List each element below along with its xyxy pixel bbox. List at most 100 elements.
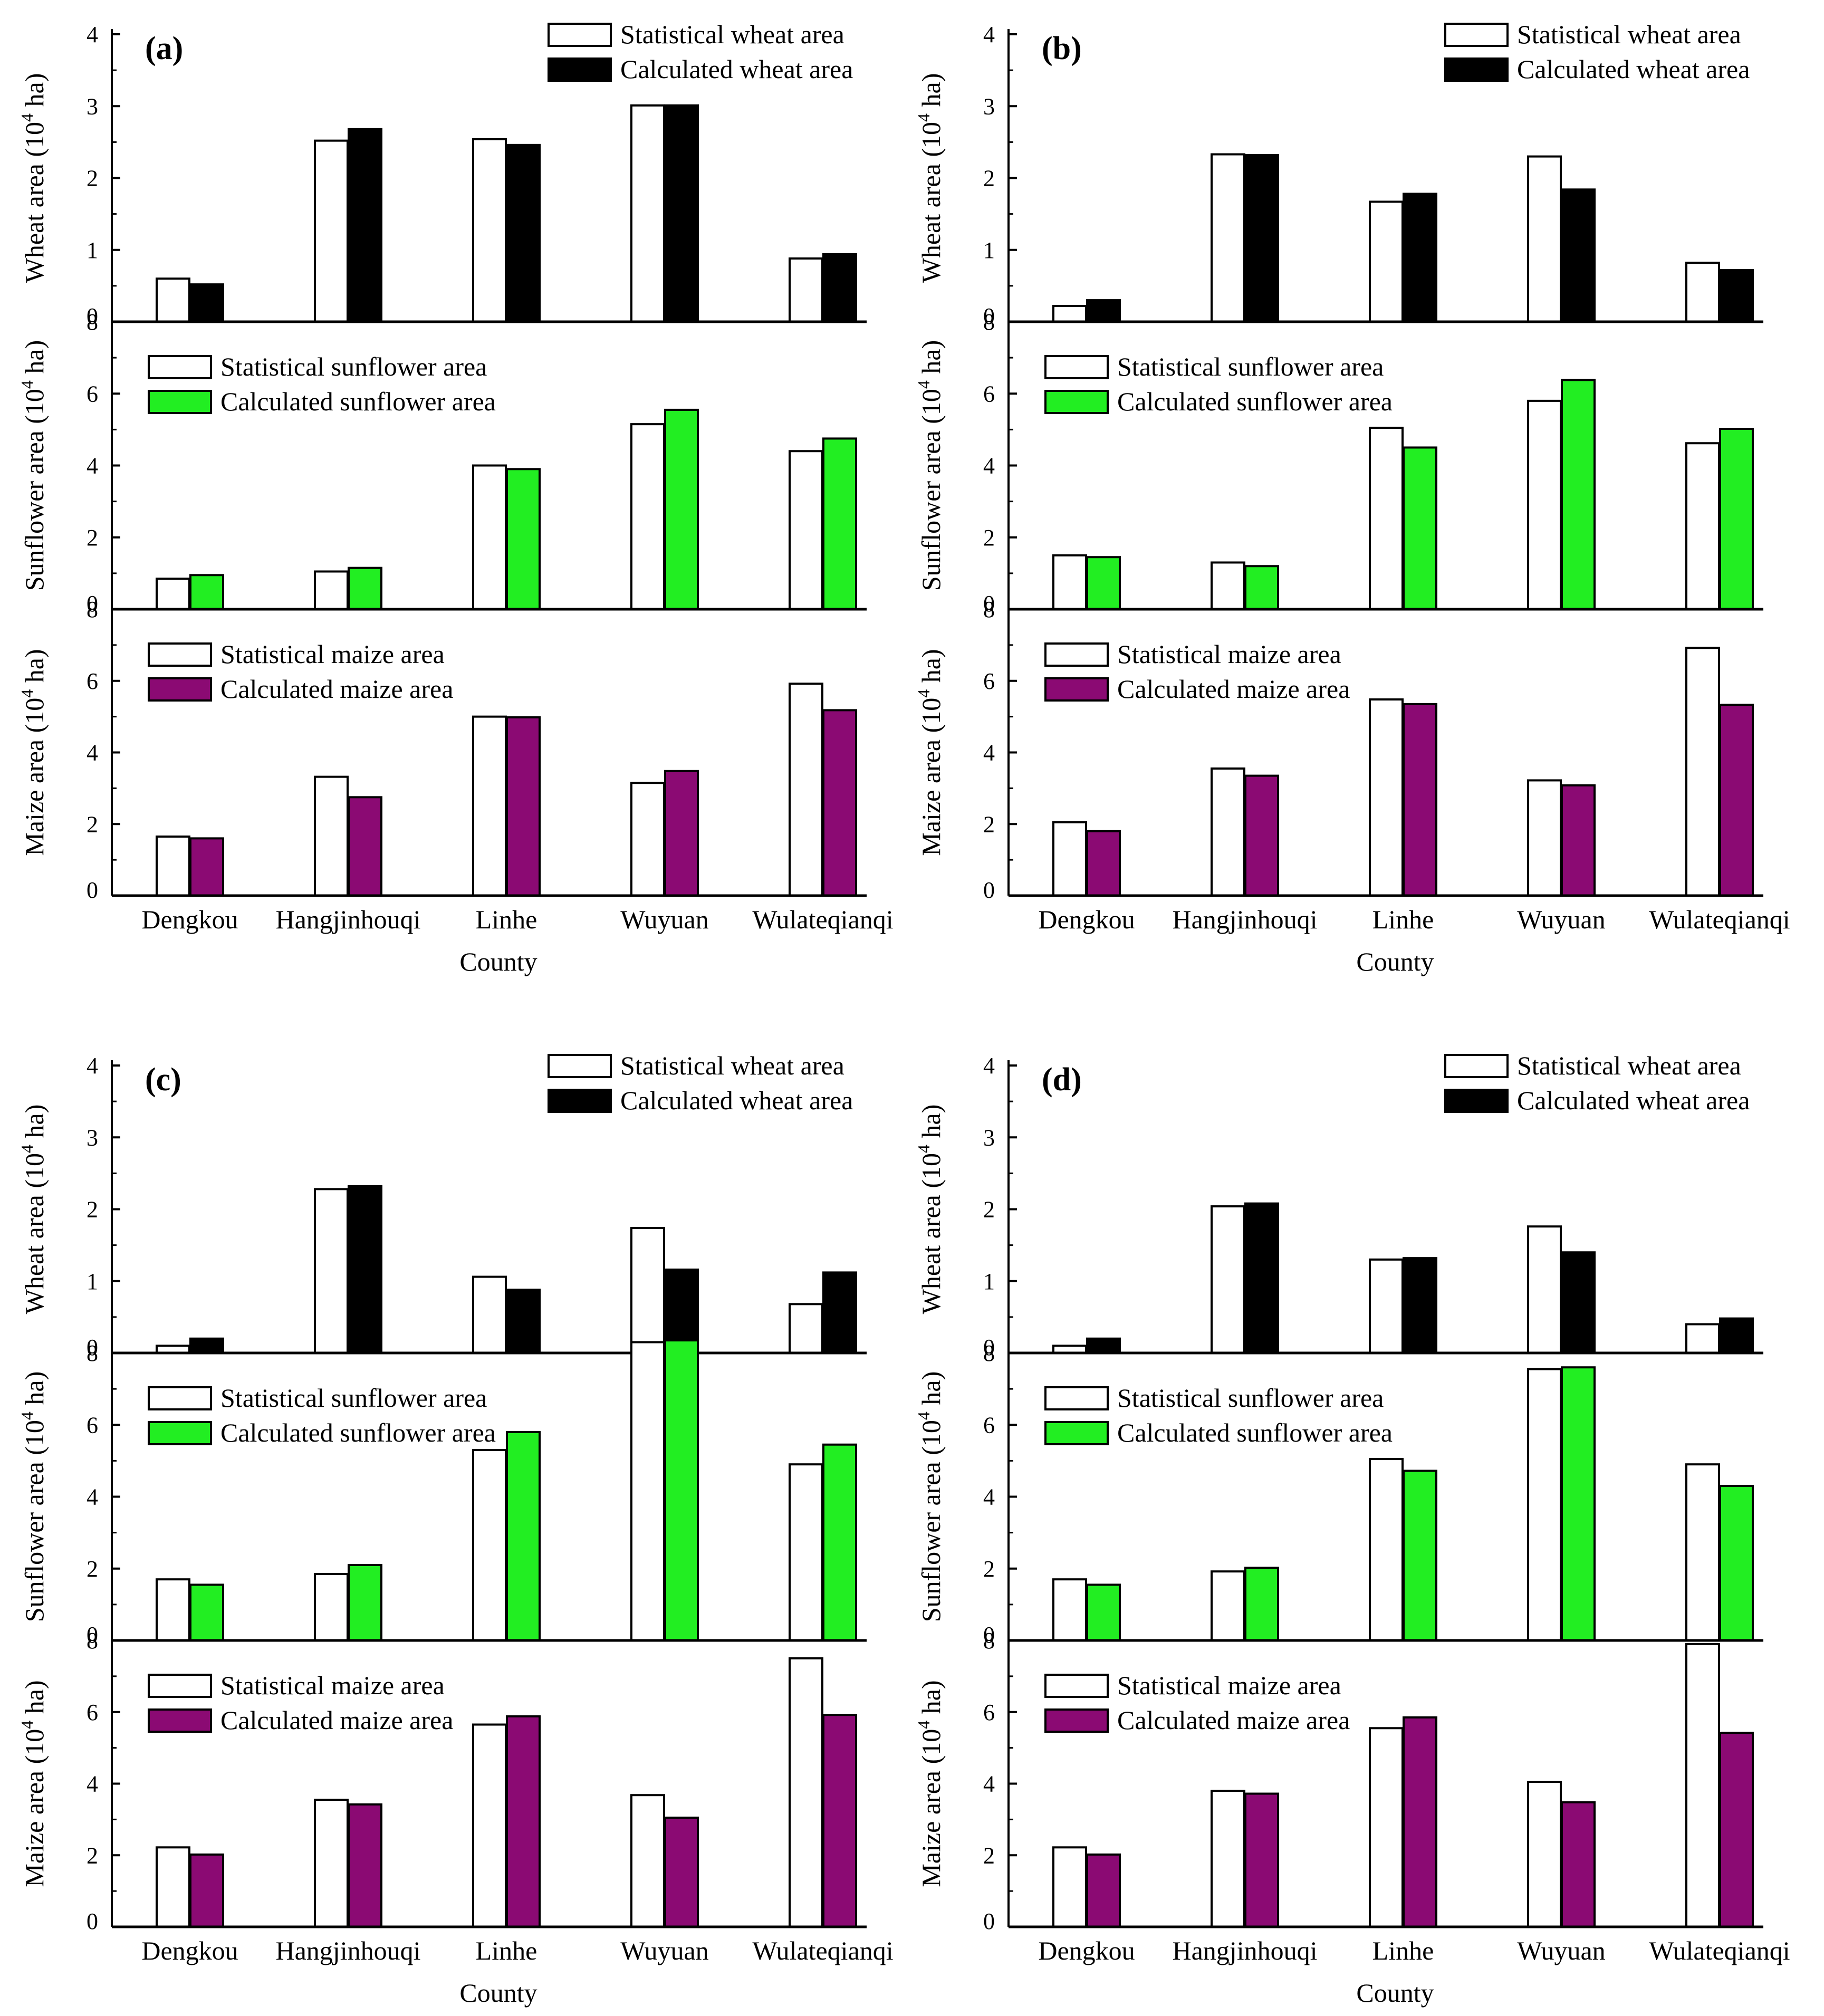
chart-figure-3: 0 1 2 3 4 Wheat area (104 ha) Statistical whea… [914, 1051, 1790, 2008]
x-axis-label: County [459, 1978, 537, 2008]
x-tick-label-wulateqianqi: Wulateqianqi [1649, 1936, 1790, 1965]
bar-sunflower-statistical-hangjinhouqi [1211, 561, 1245, 610]
y-axis-label-maize: Maize area (104 ha) [914, 1680, 946, 1887]
legend-label-maize-statistical: Statistical maize area [1117, 1671, 1341, 1700]
y-axis-label-wheat: Wheat area (104 ha) [17, 1105, 49, 1314]
bar-sunflower-calculated-wuyuan [664, 408, 699, 610]
bar-sunflower-statistical-wulateqianqi [789, 1463, 823, 1641]
bar-maize-calculated-dengkou [189, 1853, 224, 1928]
legend-swatch-wheat-calculated [548, 1089, 612, 1113]
bar-sunflower-calculated-wuyuan [1561, 379, 1596, 610]
x-tick-label-wulateqianqi: Wulateqianqi [1649, 905, 1790, 934]
x-tick-label-hangjinhouqi: Hangjinhouqi [276, 905, 421, 934]
y-tick-label-maize-2: 2 [983, 811, 995, 837]
y-tick-label-maize-0: 0 [87, 1908, 98, 1934]
bar-maize-statistical-linhe [472, 715, 507, 897]
bar-maize-statistical-wulateqianqi [1685, 647, 1720, 897]
legend-swatch-maize-statistical [148, 642, 212, 667]
legend-swatch-maize-calculated [1044, 677, 1109, 702]
bar-maize-statistical-linhe [1369, 698, 1404, 897]
bar-wheat-statistical-linhe [472, 138, 507, 323]
y-axis-label-maize: Maize area (104 ha) [17, 649, 49, 856]
bar-sunflower-statistical-wuyuan [1527, 1368, 1562, 1641]
bar-maize-statistical-hangjinhouqi [1211, 767, 1245, 897]
y-tick-label-maize-6: 6 [87, 668, 98, 694]
chart-figure-1: 0 1 2 3 4 Wheat area (104 ha) Statistical whea… [914, 20, 1790, 976]
bar-wheat-calculated-linhe [1403, 193, 1437, 323]
bar-maize-calculated-wulateqianqi [822, 1714, 857, 1928]
bar-sunflower-statistical-dengkou [156, 578, 190, 610]
legend-swatch-maize-calculated [1044, 1708, 1109, 1733]
bar-sunflower-statistical-hangjinhouqi [314, 1572, 349, 1641]
bar-sunflower-calculated-wulateqianqi [1719, 428, 1754, 610]
x-tick-label-wulateqianqi: Wulateqianqi [752, 1936, 893, 1965]
bar-sunflower-calculated-wulateqianqi [822, 437, 857, 610]
bar-maize-calculated-dengkou [189, 837, 224, 897]
bar-maize-calculated-wulateqianqi [1719, 1732, 1754, 1928]
bar-maize-statistical-dengkou [156, 836, 190, 897]
chart-figure-0: 0 1 2 3 4 Wheat area (104 ha) Statistical whea… [17, 20, 894, 976]
bar-maize-statistical-dengkou [1052, 1846, 1087, 1928]
y-tick-label-wheat-4: 4 [983, 1053, 995, 1079]
legend-label-sunflower-statistical: Statistical sunflower area [1117, 1383, 1384, 1413]
bar-sunflower-statistical-wulateqianqi [1685, 1463, 1720, 1641]
bar-sunflower-statistical-linhe [1369, 426, 1404, 610]
legend-label-maize-statistical: Statistical maize area [220, 639, 445, 669]
bar-wheat-statistical-hangjinhouqi [1211, 153, 1245, 323]
y-tick-label-maize-6: 6 [983, 1700, 995, 1725]
y-tick-label-wheat-4: 4 [87, 1053, 98, 1079]
y-tick-label-sunflower-0: 0 [87, 591, 98, 617]
y-axis-label-sunflower: Sunflower area (104 ha) [17, 340, 49, 591]
y-tick-label-sunflower-8: 8 [983, 309, 995, 335]
legend-swatch-maize-statistical [148, 1674, 212, 1698]
bar-maize-calculated-dengkou [1086, 830, 1121, 897]
legend-label-wheat-statistical: Statistical wheat area [620, 20, 844, 49]
bar-wheat-calculated-dengkou [189, 283, 224, 323]
bar-maize-calculated-linhe [1403, 703, 1437, 897]
bar-maize-calculated-hangjinhouqi [1244, 774, 1279, 897]
panel-wheat: 0 1 2 3 4 Wheat area (104 ha) Statistical whea… [17, 1051, 867, 1360]
y-tick-label-wheat-2: 2 [983, 1197, 995, 1223]
bar-sunflower-statistical-dengkou [156, 1578, 190, 1641]
x-tick-label-hangjinhouqi: Hangjinhouqi [1173, 1936, 1318, 1965]
bar-sunflower-statistical-linhe [472, 1448, 507, 1641]
legend-label-sunflower-calculated: Calculated sunflower area [1117, 387, 1393, 416]
bar-wheat-calculated-linhe [506, 1289, 541, 1355]
y-tick-label-sunflower-4: 4 [983, 453, 995, 479]
y-axis-label-sunflower: Sunflower area (104 ha) [914, 1371, 946, 1623]
bar-wheat-statistical-wuyuan [630, 104, 665, 323]
legend-label-sunflower-calculated: Calculated sunflower area [1117, 1418, 1393, 1447]
legend-swatch-sunflower-statistical [148, 355, 212, 379]
panel-maize: 0 2 4 6 8 Maize area (104 ha) Statistical maiz… [914, 1628, 1763, 1934]
y-tick-label-wheat-2: 2 [87, 1197, 98, 1223]
bar-sunflower-calculated-wuyuan [1561, 1366, 1596, 1641]
bar-wheat-calculated-linhe [506, 143, 541, 323]
bar-wheat-calculated-linhe [1403, 1257, 1437, 1354]
y-tick-label-maize-4: 4 [87, 740, 98, 766]
bar-sunflower-statistical-wuyuan [630, 1341, 665, 1641]
bar-sunflower-statistical-wulateqianqi [1685, 442, 1720, 610]
x-axis-label: County [1356, 1978, 1434, 2008]
y-axis-label-maize: Maize area (104 ha) [17, 1680, 49, 1887]
y-tick-label-wheat-3: 3 [983, 1125, 995, 1150]
y-tick-label-maize-6: 6 [983, 668, 995, 694]
x-tick-label-wuyuan: Wuyuan [1517, 1936, 1605, 1965]
bar-sunflower-statistical-dengkou [1052, 1578, 1087, 1641]
bar-wheat-statistical-hangjinhouqi [314, 1188, 349, 1354]
y-tick-label-sunflower-0: 0 [983, 591, 995, 617]
y-tick-label-sunflower-2: 2 [87, 1556, 98, 1582]
legend-swatch-maize-calculated [148, 677, 212, 702]
y-tick-label-maize-4: 4 [87, 1771, 98, 1797]
bar-maize-statistical-linhe [472, 1723, 507, 1928]
bar-wheat-statistical-linhe [1369, 1258, 1404, 1354]
y-tick-label-wheat-3: 3 [87, 93, 98, 119]
bar-wheat-calculated-dengkou [189, 1337, 224, 1354]
x-tick-label-dengkou: Dengkou [141, 905, 238, 934]
bar-wheat-statistical-wuyuan [1527, 155, 1562, 323]
bar-maize-calculated-linhe [506, 716, 541, 897]
y-tick-label-wheat-0: 0 [983, 1335, 995, 1360]
bar-maize-calculated-wulateqianqi [822, 709, 857, 897]
legend-label-sunflower-statistical: Statistical sunflower area [220, 352, 487, 381]
bar-maize-calculated-wuyuan [664, 1816, 699, 1928]
x-tick-label-linhe: Linhe [1372, 905, 1434, 934]
